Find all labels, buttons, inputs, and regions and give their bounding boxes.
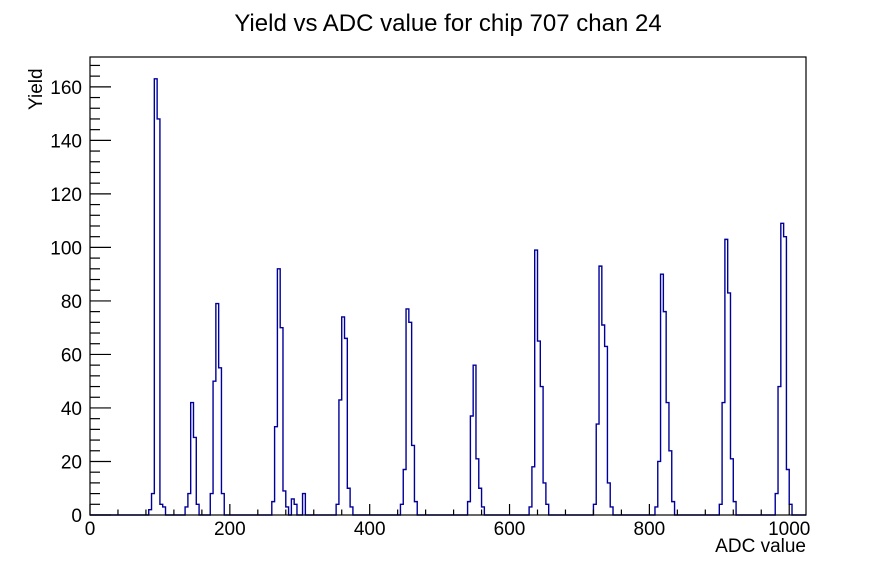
x-tick-label-800: 800 xyxy=(634,519,666,540)
y-axis-title: Yield xyxy=(26,68,47,110)
y-tick-label-60: 60 xyxy=(61,345,82,366)
y-tick-label-100: 100 xyxy=(50,238,82,259)
x-axis-ticks: 0 200 400 600 800 1000 xyxy=(85,504,810,540)
x-tick-label-1000: 1000 xyxy=(768,519,810,540)
x-tick-label-0: 0 xyxy=(85,519,96,540)
x-tick-label-600: 600 xyxy=(494,519,526,540)
y-tick-label-40: 40 xyxy=(61,399,82,420)
y-tick-label-160: 160 xyxy=(50,78,82,99)
y-tick-label-0: 0 xyxy=(71,506,82,527)
y-axis-ticks: 0 20 40 60 80 100 120 140 160 xyxy=(50,64,111,527)
chart-title: Yield vs ADC value for chip 707 chan 24 xyxy=(234,10,662,37)
y-tick-label-120: 120 xyxy=(50,185,82,206)
y-tick-label-140: 140 xyxy=(50,131,82,152)
x-axis-title: ADC value xyxy=(715,536,806,557)
y-tick-label-80: 80 xyxy=(61,292,82,313)
x-tick-label-400: 400 xyxy=(354,519,386,540)
x-tick-label-200: 200 xyxy=(214,519,246,540)
plot-frame xyxy=(89,56,807,516)
y-tick-label-20: 20 xyxy=(61,452,82,473)
histogram-line xyxy=(90,78,806,516)
